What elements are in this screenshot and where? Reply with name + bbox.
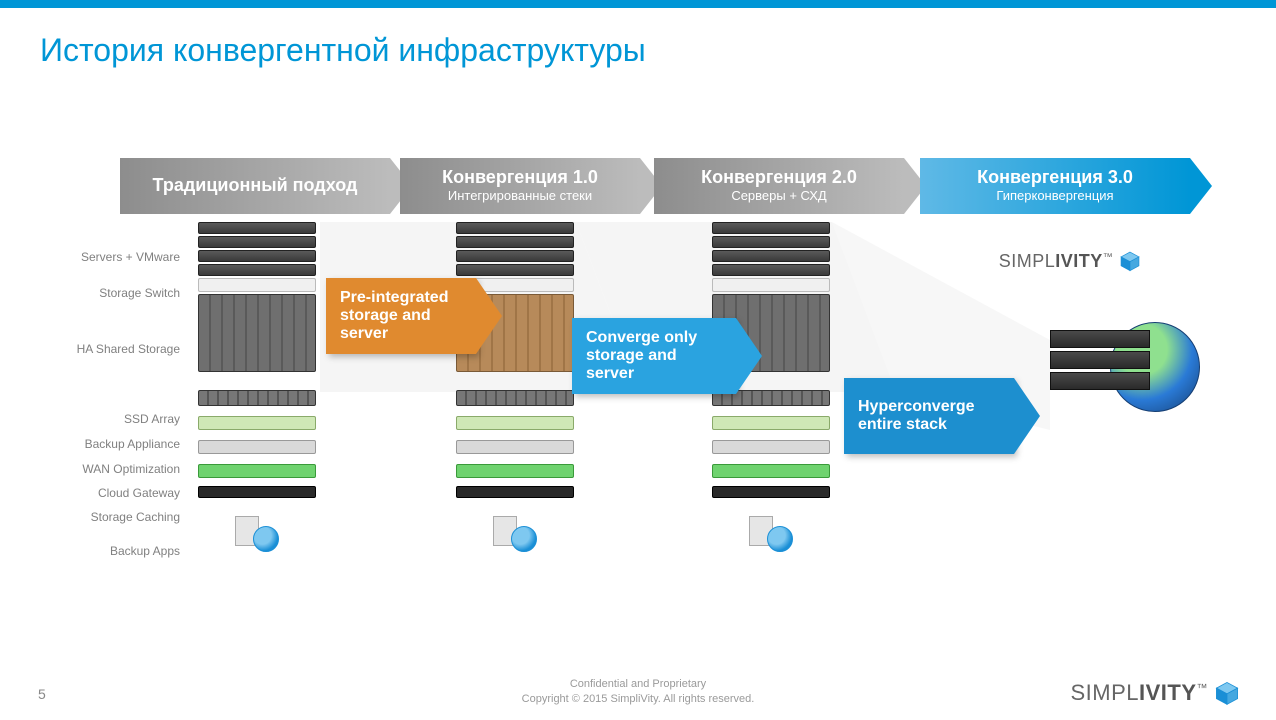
cloud-gateway-unit: [712, 464, 830, 478]
row-label: WAN Optimization: [0, 462, 180, 476]
server-unit: [712, 250, 830, 262]
backup-app-icon: [456, 510, 574, 546]
timeline-arrow: Конвергенция 3.0Гиперконвергенция: [920, 158, 1190, 214]
row-label: Servers + VMware: [0, 250, 180, 264]
cache-unit: [712, 486, 830, 498]
cube-icon: [1119, 250, 1141, 272]
cloud-gateway-unit: [198, 464, 316, 478]
callout-arrow: Converge only storage and server: [572, 318, 736, 394]
callout-arrow: Pre-integrated storage and server: [326, 278, 476, 354]
storage-unit: [198, 294, 316, 372]
switch-unit: [198, 278, 316, 292]
row-label: Backup Appliance: [0, 437, 180, 451]
row-label: SSD Array: [0, 412, 180, 426]
wan-unit: [712, 440, 830, 454]
ssd-unit: [456, 390, 574, 406]
timeline-arrow: Конвергенция 1.0Интегрированные стеки: [400, 158, 640, 214]
row-label: Storage Switch: [0, 286, 180, 300]
server-unit: [456, 250, 574, 262]
simplivity-servers: [1050, 330, 1150, 393]
row-label: Cloud Gateway: [0, 486, 180, 500]
page-title: История конвергентной инфраструктуры: [40, 32, 646, 69]
wan-unit: [456, 440, 574, 454]
backup-app-icon: [712, 510, 830, 546]
logo-text: SIMPLIVITY™: [999, 251, 1114, 272]
timeline-arrow: Традиционный подход: [120, 158, 390, 214]
simplivity-logo-footer: SIMPLIVITY™: [1070, 680, 1240, 706]
cache-unit: [456, 486, 574, 498]
timeline-arrows: Традиционный подходКонвергенция 1.0Интег…: [120, 158, 1210, 214]
rack-column: [198, 222, 316, 548]
backup-app-icon: [198, 510, 316, 546]
simplivity-logo-small: SIMPLIVITY™: [940, 250, 1200, 272]
server-unit: [712, 236, 830, 248]
ssd-unit: [198, 390, 316, 406]
target-column: SIMPLIVITY™: [940, 250, 1200, 432]
logo-text: SIMPLIVITY™: [1070, 680, 1208, 706]
accent-bar: [0, 0, 1276, 8]
server-unit: [456, 236, 574, 248]
wan-unit: [198, 440, 316, 454]
server-unit: [456, 222, 574, 234]
rack-column: [456, 222, 574, 548]
row-label: Backup Apps: [0, 544, 180, 558]
cloud-gateway-unit: [456, 464, 574, 478]
row-label: Storage Caching: [0, 510, 180, 524]
backup-unit: [456, 416, 574, 430]
server-unit: [198, 222, 316, 234]
server-unit: [456, 264, 574, 276]
backup-unit: [198, 416, 316, 430]
cube-icon: [1214, 680, 1240, 706]
server-unit: [712, 264, 830, 276]
timeline-arrow: Конвергенция 2.0Серверы + СХД: [654, 158, 904, 214]
cache-unit: [198, 486, 316, 498]
server-unit: [198, 236, 316, 248]
server-unit: [198, 250, 316, 262]
row-label: HA Shared Storage: [0, 342, 180, 356]
backup-unit: [712, 416, 830, 430]
switch-unit: [712, 278, 830, 292]
server-unit: [712, 222, 830, 234]
server-unit: [198, 264, 316, 276]
